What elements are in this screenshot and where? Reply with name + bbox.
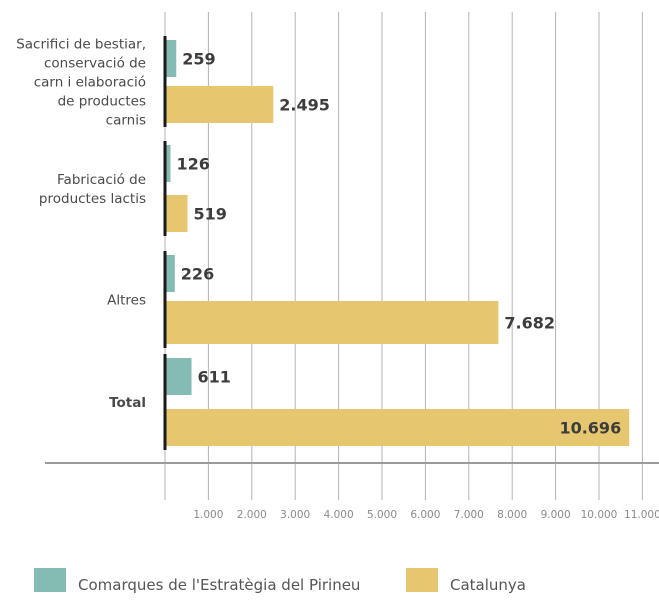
legend-label-catalunya: Catalunya <box>450 576 526 594</box>
category-label: Fabricació de productes lactis <box>39 172 146 207</box>
legend-item-pirineu: Comarques de l'Estratègia del Pirineu <box>34 568 360 594</box>
x-tick-label: 4.000 <box>324 509 354 521</box>
category-label: Sacrifici de bestiar, conservació de carn … <box>16 37 146 129</box>
bar-value-label: 10.696 <box>559 419 621 438</box>
bar-pirineu <box>165 145 171 182</box>
bar-catalunya <box>165 86 274 123</box>
x-tick-label: 9.000 <box>541 509 571 521</box>
x-tick-label: 5.000 <box>367 509 397 521</box>
bar-pirineu <box>165 255 175 292</box>
x-tick-label: 11.000 <box>624 509 659 521</box>
legend-item-catalunya: Catalunya <box>406 568 526 594</box>
bar-value-label: 2.495 <box>279 96 330 115</box>
bar-value-label: 611 <box>198 368 231 387</box>
x-tick-label: 7.000 <box>454 509 484 521</box>
bar-catalunya <box>165 409 630 446</box>
bar-value-label: 226 <box>181 265 214 284</box>
bar-value-label: 7.682 <box>504 314 555 333</box>
category-label: Total <box>109 395 146 411</box>
bar-value-label: 259 <box>182 50 215 69</box>
category-label: Altres <box>107 293 146 309</box>
x-tick-label: 6.000 <box>410 509 440 521</box>
bar-catalunya <box>165 301 499 344</box>
bar-value-label: 519 <box>194 205 227 224</box>
legend-swatch-catalunya <box>406 568 438 592</box>
x-tick-label: 1.000 <box>193 509 223 521</box>
legend-label-pirineu: Comarques de l'Estratègia del Pirineu <box>78 576 361 594</box>
x-tick-label: 2.000 <box>237 509 267 521</box>
x-tick-label: 10.000 <box>581 509 618 521</box>
bar-value-label: 126 <box>176 155 209 174</box>
bar-pirineu <box>165 40 177 77</box>
x-tick-label: 3.000 <box>280 509 310 521</box>
bar-catalunya <box>165 195 188 232</box>
x-tick-label: 8.000 <box>497 509 527 521</box>
bar-pirineu <box>165 358 192 395</box>
legend-swatch-pirineu <box>34 568 66 592</box>
